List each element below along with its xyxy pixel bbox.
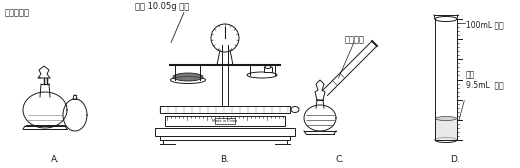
Text: 点燃酒精灯: 点燃酒精灯 (5, 8, 30, 17)
Bar (165, 116, 285, 126)
Ellipse shape (436, 116, 457, 120)
Text: B.: B. (220, 155, 229, 164)
Text: 称量 10.05g 固体: 称量 10.05g 固体 (135, 2, 189, 11)
Ellipse shape (291, 107, 299, 113)
Bar (215, 118, 235, 124)
Text: 100mL 量筒: 100mL 量筒 (466, 20, 504, 29)
FancyBboxPatch shape (264, 67, 272, 72)
Ellipse shape (171, 76, 205, 83)
Text: C.: C. (335, 155, 345, 164)
Text: Made in China: Made in China (213, 119, 238, 123)
Text: D.: D. (450, 155, 460, 164)
FancyBboxPatch shape (155, 128, 295, 136)
Bar (160, 106, 290, 113)
Ellipse shape (265, 66, 271, 69)
Text: 量取
9.5mL  液体: 量取 9.5mL 液体 (466, 70, 504, 89)
Polygon shape (315, 80, 325, 100)
FancyBboxPatch shape (160, 136, 290, 140)
Text: A.: A. (50, 155, 59, 164)
Ellipse shape (247, 72, 277, 78)
Text: 液体加热: 液体加热 (345, 35, 365, 44)
FancyBboxPatch shape (436, 118, 457, 140)
Ellipse shape (173, 73, 203, 81)
